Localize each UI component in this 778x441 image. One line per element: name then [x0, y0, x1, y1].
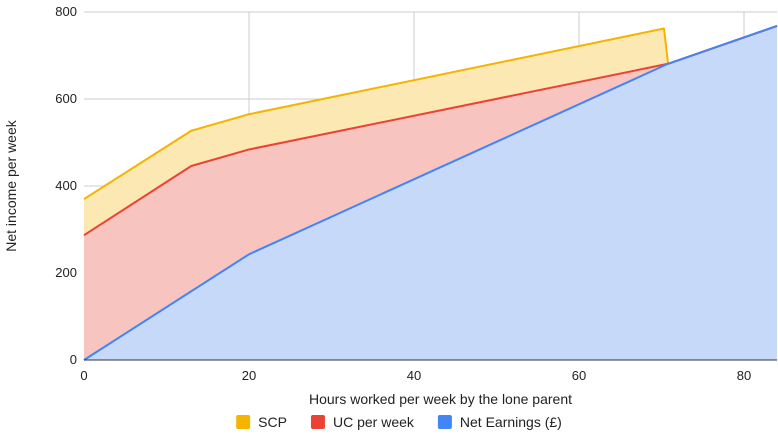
x-axis-title: Hours worked per week by the lone parent: [309, 391, 572, 407]
y-tick-label: 400: [55, 178, 77, 193]
legend-item-2: Net Earnings (£): [437, 414, 562, 430]
legend-swatch: [310, 415, 325, 429]
y-axis-title: Net income per week: [3, 119, 19, 252]
legend-swatch: [236, 415, 251, 429]
x-tick-label: 60: [572, 368, 586, 383]
x-tick-label: 80: [737, 368, 751, 383]
x-tick-label: 20: [242, 368, 256, 383]
y-tick-label: 200: [55, 265, 77, 280]
legend-label: SCP: [258, 414, 287, 430]
legend-item-0: SCP: [236, 414, 287, 430]
y-axis-ticks: 0 200 400 600 800: [55, 4, 77, 367]
legend-swatch: [437, 415, 452, 429]
legend: SCP UC per week Net Earnings (£): [236, 414, 562, 430]
series-areas: [84, 25, 777, 360]
y-tick-label: 600: [55, 91, 77, 106]
series-line-2: [83, 24, 778, 361]
x-tick-label: 0: [80, 368, 87, 383]
x-axis-ticks: 0 20 40 60 80: [80, 368, 751, 383]
y-tick-label: 0: [70, 352, 77, 367]
series-lines: [83, 24, 778, 361]
legend-label: Net Earnings (£): [460, 414, 562, 430]
y-tick-label: 800: [55, 4, 77, 19]
x-tick-label: 40: [407, 368, 421, 383]
legend-item-1: UC per week: [310, 414, 415, 430]
series-area-2: [84, 25, 777, 360]
legend-label: UC per week: [333, 414, 415, 430]
